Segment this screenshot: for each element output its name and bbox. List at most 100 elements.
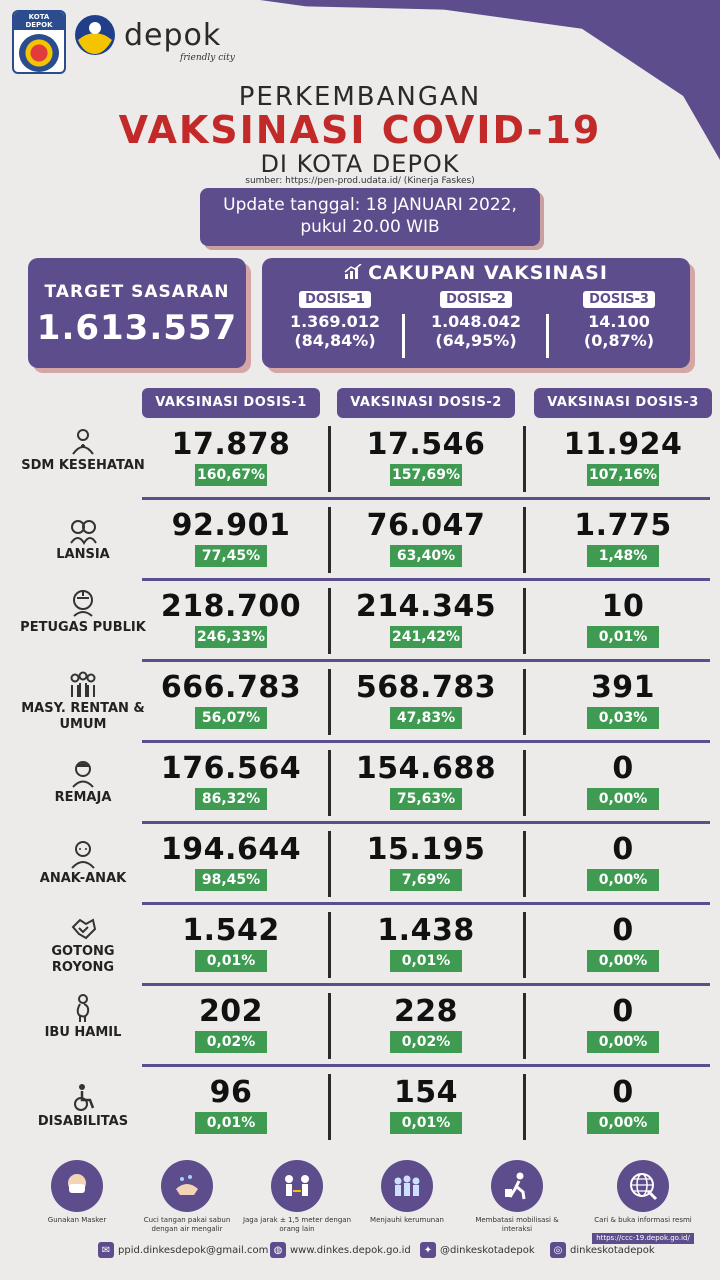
- dose-percent-badge: 107,16%: [587, 464, 659, 486]
- dose-2-cell: 228 0,02%: [337, 995, 515, 1053]
- tip-item: Cuci tangan pakai sabun dengan air menga…: [132, 1160, 242, 1234]
- distance-icon: [285, 1175, 309, 1196]
- column-divider: [523, 912, 526, 978]
- dose-value: 1.048.042: [430, 312, 522, 331]
- dose-label: DOSIS-1: [299, 291, 371, 308]
- update-time: pukul 20.00 WIB: [300, 217, 440, 237]
- category-label: MASY. RENTAN & UMUM: [21, 701, 145, 732]
- category: LANSIA: [20, 515, 146, 563]
- dose-count: 0: [612, 832, 634, 867]
- dose-percent-badge: 0,03%: [587, 707, 659, 729]
- dose-count: 17.878: [171, 427, 291, 462]
- category-label: SDM KESEHATAN: [21, 458, 145, 473]
- column-header-dose-1: VAKSINASI DOSIS-1: [142, 388, 320, 418]
- dose-2-cell: 15.195 7,69%: [337, 833, 515, 891]
- email-icon: ✉: [98, 1242, 114, 1258]
- dose-percent-badge: 0,02%: [390, 1031, 462, 1053]
- row-divider: [142, 902, 710, 905]
- public-officer-icon: [73, 590, 93, 617]
- dose-count: 214.345: [355, 589, 497, 624]
- child-icon: [71, 841, 95, 869]
- column-divider: [328, 831, 331, 897]
- community-icon: [70, 671, 96, 697]
- contact-website[interactable]: ◍ www.dinkes.depok.go.id: [270, 1242, 411, 1258]
- target-label: TARGET SASARAN: [44, 282, 230, 302]
- data-source: sumber: https://pen-prod.udata.id/ (Kine…: [245, 176, 475, 186]
- dose-percent-badge: 160,67%: [195, 464, 267, 486]
- dose-1-cell: 17.878 160,67%: [142, 428, 320, 486]
- twitter-icon: ✦: [420, 1242, 436, 1258]
- category: DISABILITAS: [20, 1082, 146, 1130]
- dose-percent-badge: 56,07%: [195, 707, 267, 729]
- dose-divider: [402, 314, 405, 358]
- wheelchair-icon: [74, 1084, 95, 1111]
- depok-logo-icon: [75, 15, 115, 55]
- dose-count: 10: [601, 589, 645, 624]
- dose-count: 76.047: [366, 508, 486, 543]
- category-label: GOTONG ROYONG: [51, 944, 115, 975]
- dose-1-coverage: DOSIS-1 1.369.012 (84,84%): [270, 288, 400, 350]
- dose-count: 568.783: [355, 670, 497, 705]
- column-divider: [328, 588, 331, 654]
- dose-3-cell: 0 0,00%: [534, 752, 712, 810]
- health-tips: Gunakan Masker Cuci tangan pakai sabun d…: [0, 1160, 720, 1244]
- column-divider: [328, 507, 331, 573]
- table-row: DISABILITAS 96 0,01% 154 0,01% 0 0,00%: [0, 1072, 720, 1153]
- dose-value: 14.100: [588, 312, 650, 331]
- coverage-box: CAKUPAN VAKSINASI DOSIS-1 1.369.012 (84,…: [262, 258, 690, 368]
- tip-item: Cari & buka informasi resmi https://ccc-…: [588, 1160, 698, 1244]
- official-info-link[interactable]: https://ccc-19.depok.go.id/: [592, 1233, 694, 1244]
- column-divider: [328, 750, 331, 816]
- dose-percent-badge: 0,00%: [587, 1112, 659, 1134]
- dose-percent-badge: 63,40%: [390, 545, 462, 567]
- dose-label: DOSIS-2: [440, 291, 512, 308]
- column-divider: [328, 1074, 331, 1140]
- dose-1-cell: 92.901 77,45%: [142, 509, 320, 567]
- dose-3-cell: 0 0,00%: [534, 833, 712, 891]
- column-divider: [328, 669, 331, 735]
- dose-percent-badge: 0,00%: [587, 950, 659, 972]
- column-divider: [328, 993, 331, 1059]
- table-row: SDM KESEHATAN 17.878 160,67% 17.546 157,69% 1…: [0, 424, 720, 505]
- dose-percent: (0,87%): [583, 331, 655, 350]
- tip-text: Membatasi mobilisasi & interaksi: [475, 1216, 559, 1233]
- category: IBU HAMIL: [20, 993, 146, 1041]
- category-label: PETUGAS PUBLIK: [20, 620, 146, 635]
- table-row: ANAK-ANAK 194.644 98,45% 15.195 7,69% 0 0,00%: [0, 829, 720, 910]
- column-divider: [523, 993, 526, 1059]
- dose-2-cell: 568.783 47,83%: [337, 671, 515, 729]
- contact-bar: ✉ ppid.dinkesdepok@gmail.com ◍ www.dinke…: [0, 1240, 720, 1264]
- brand-name: depok: [124, 18, 222, 53]
- dose-percent-badge: 0,01%: [390, 1112, 462, 1134]
- tip-text: Gunakan Masker: [47, 1216, 107, 1224]
- email-text: ppid.dinkesdepok@gmail.com: [118, 1244, 269, 1256]
- contact-email[interactable]: ✉ ppid.dinkesdepok@gmail.com: [98, 1242, 268, 1258]
- dose-2-cell: 154.688 75,63%: [337, 752, 515, 810]
- contact-instagram[interactable]: ◎ dinkeskotadepok: [550, 1242, 655, 1258]
- crowd-icon: [394, 1175, 420, 1196]
- target-box: TARGET SASARAN 1.613.557: [28, 258, 246, 368]
- dose-count: 0: [612, 994, 634, 1029]
- emblem-caption: KOTA DEPOK: [14, 12, 64, 30]
- dose-percent: (84,84%): [294, 331, 376, 350]
- column-divider: [328, 426, 331, 492]
- dose-percent-badge: 241,42%: [390, 626, 462, 648]
- tip-text: Jaga jarak ± 1,5 meter dengan orang lain: [242, 1216, 352, 1233]
- contact-twitter[interactable]: ✦ @dinkeskotadepok: [420, 1242, 535, 1258]
- category: MASY. RENTAN & UMUM: [20, 669, 146, 733]
- dose-divider: [546, 314, 549, 358]
- coverage-title-text: CAKUPAN VAKSINASI: [368, 262, 608, 284]
- dose-count: 228: [393, 994, 459, 1029]
- dose-3-cell: 10 0,01%: [534, 590, 712, 648]
- dose-1-cell: 218.700 246,33%: [142, 590, 320, 648]
- dose-2-cell: 214.345 241,42%: [337, 590, 515, 648]
- table-row: MASY. RENTAN & UMUM 666.783 56,07% 568.783 4…: [0, 667, 720, 748]
- dose-percent-badge: 246,33%: [195, 626, 267, 648]
- dose-1-cell: 194.644 98,45%: [142, 833, 320, 891]
- elderly-icon: [70, 520, 97, 545]
- target-value: 1.613.557: [36, 308, 238, 348]
- health-worker-icon: [72, 429, 94, 455]
- dose-percent-badge: 7,69%: [390, 869, 462, 891]
- column-header-dose-2: VAKSINASI DOSIS-2: [337, 388, 515, 418]
- dose-percent-badge: 75,63%: [390, 788, 462, 810]
